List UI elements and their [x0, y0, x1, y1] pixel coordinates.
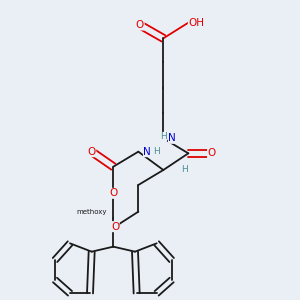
Text: O: O: [208, 148, 216, 158]
Text: H: H: [160, 132, 167, 141]
Text: O: O: [111, 222, 119, 232]
Text: N: N: [169, 133, 176, 143]
Text: OH: OH: [188, 18, 204, 28]
Text: N: N: [143, 147, 151, 157]
Text: O: O: [136, 20, 144, 30]
Text: O: O: [109, 188, 118, 198]
Text: O: O: [88, 147, 96, 157]
Text: methoxy: methoxy: [76, 209, 107, 215]
Text: H: H: [153, 147, 160, 156]
Text: H: H: [182, 166, 188, 175]
